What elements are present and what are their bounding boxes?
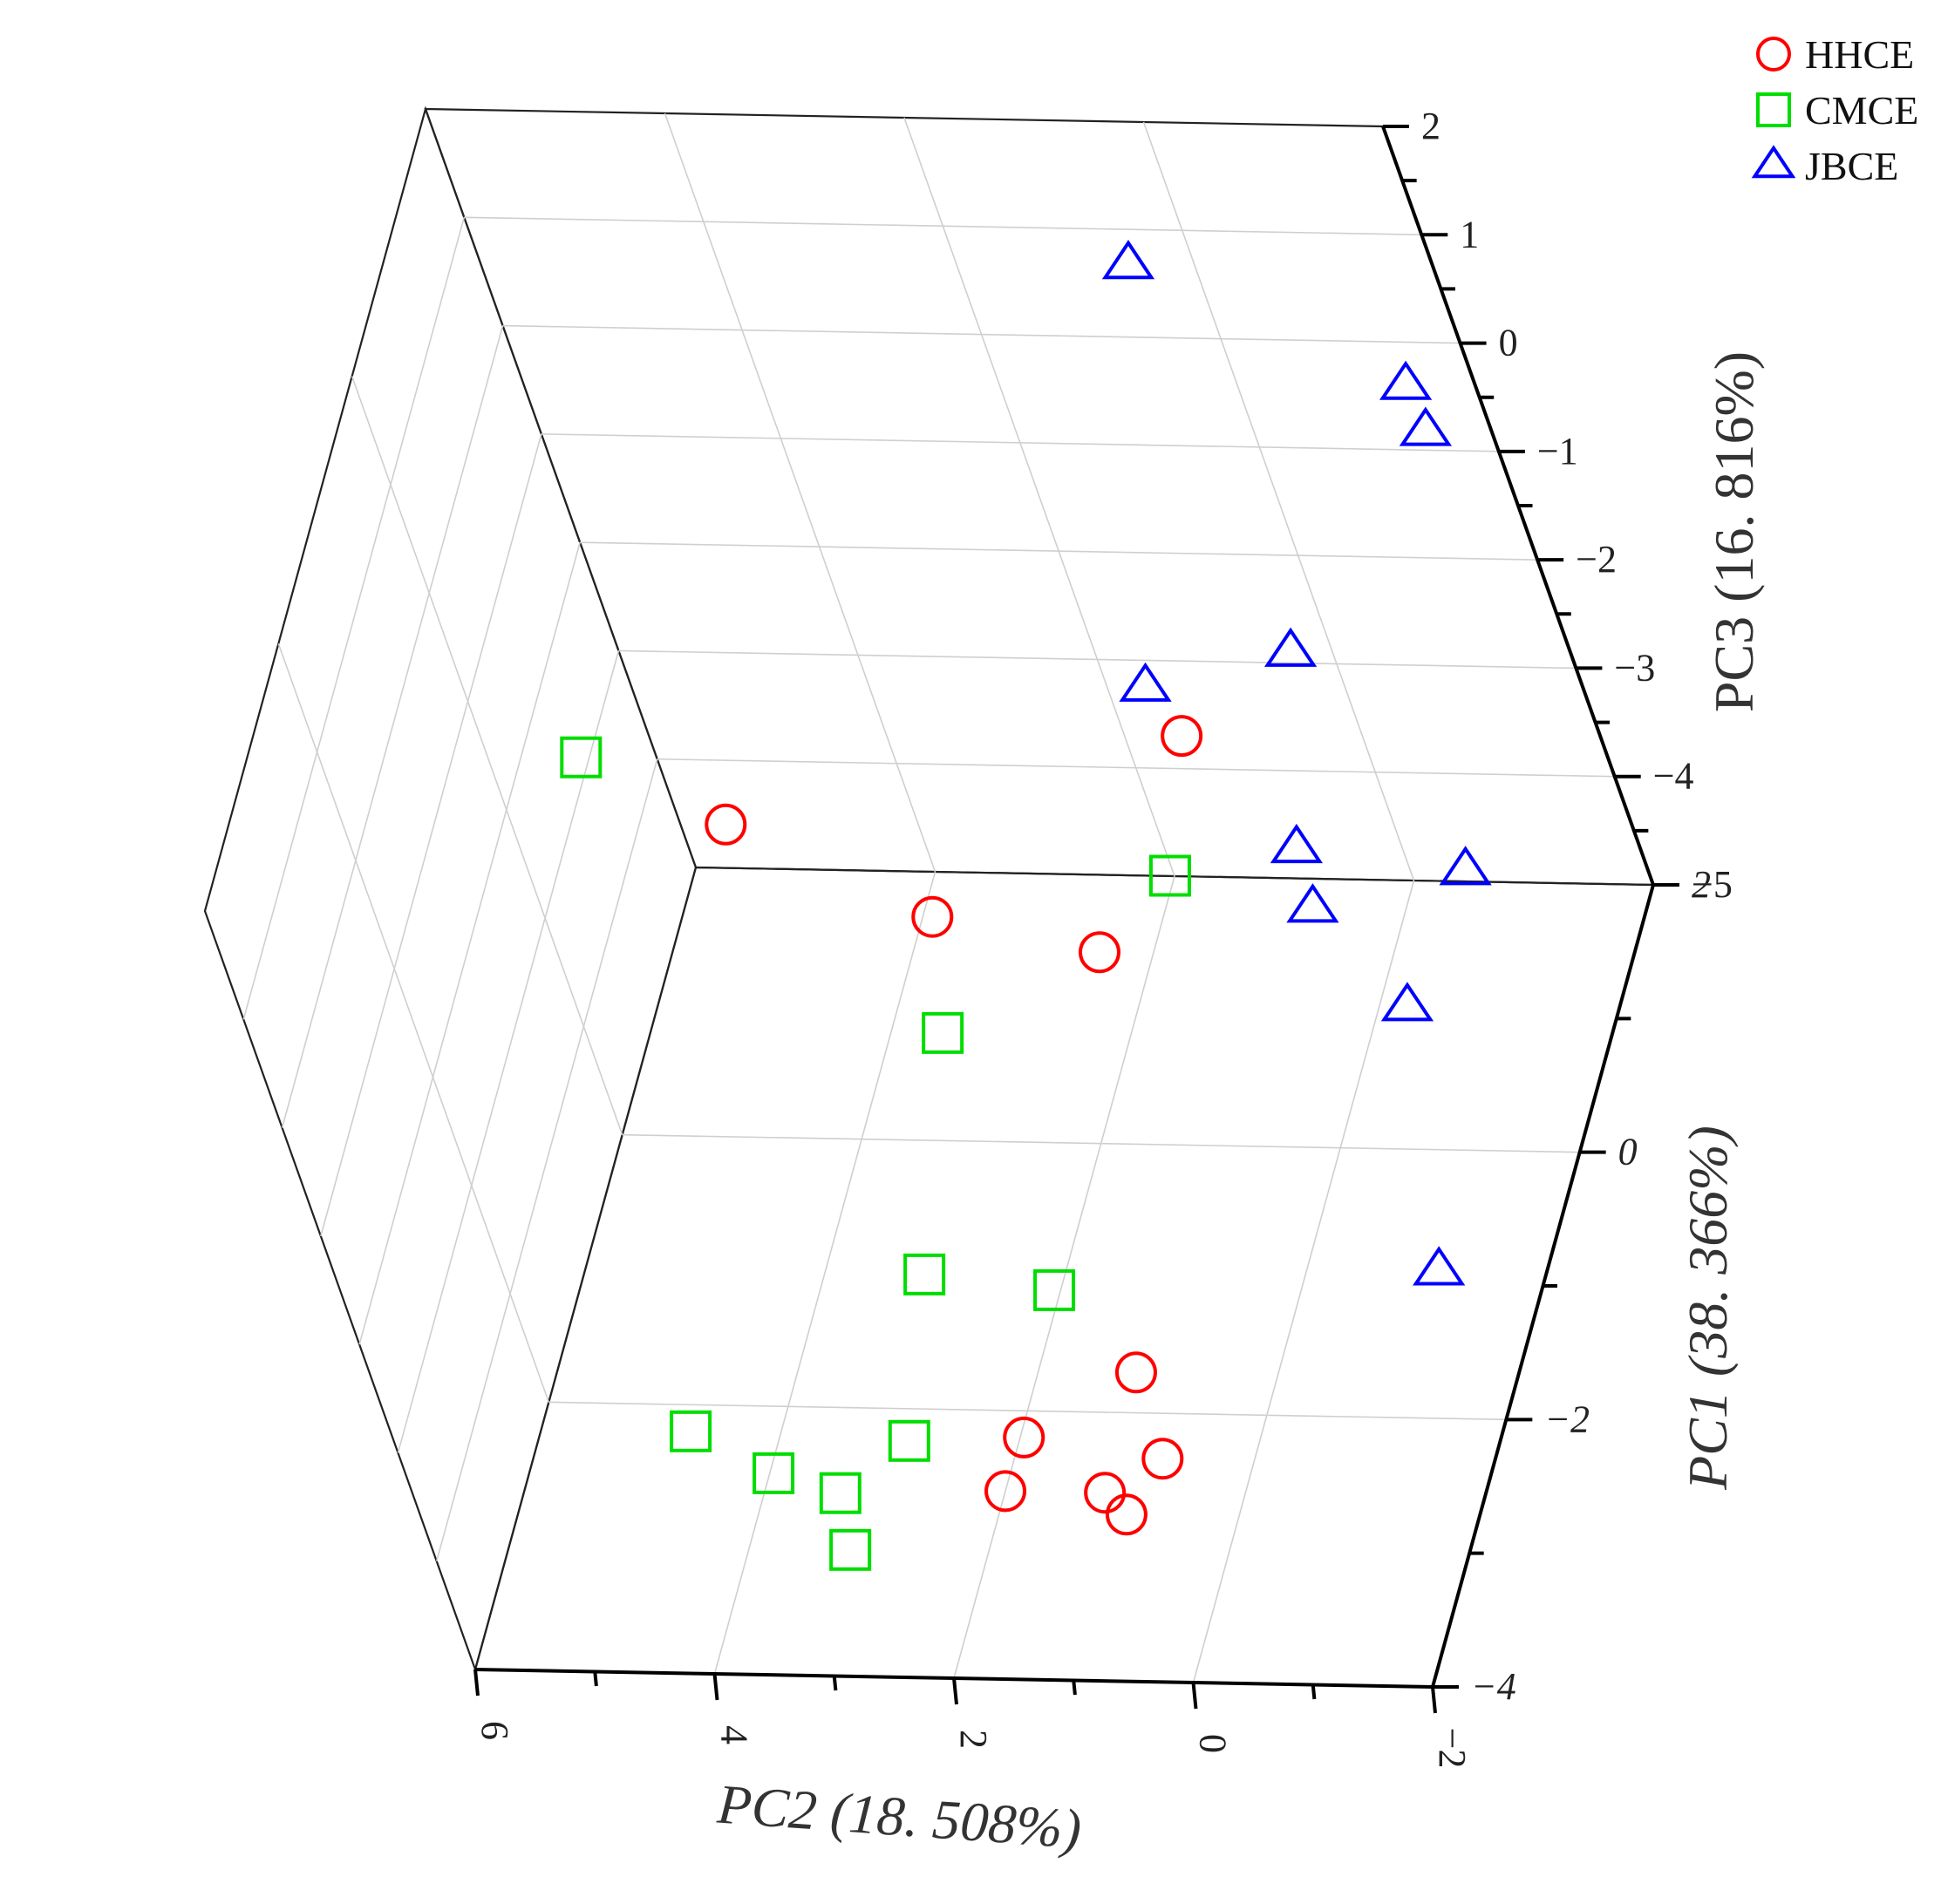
point-hhce [705, 803, 747, 846]
legend-marker-jbce [1751, 145, 1796, 179]
point-jbce [1101, 240, 1155, 280]
pc3-tick-label: −5 [1692, 863, 1733, 906]
pc1-tick-label: −2 [1544, 1397, 1590, 1440]
point-hhce [1141, 1438, 1184, 1480]
pc2-tick [1431, 1686, 1437, 1714]
point-cmce [1033, 1268, 1076, 1311]
pc3-tick-label: −4 [1653, 755, 1694, 798]
backwall-grid-pc3 [580, 541, 1538, 561]
legend: HHCE CMCE JBCE [1751, 32, 1918, 188]
pc2-tick [712, 1673, 719, 1701]
point-cmce [670, 1410, 712, 1452]
point-hhce [1084, 1472, 1127, 1514]
point-jbce [1380, 982, 1434, 1022]
point-jbce [1119, 662, 1172, 702]
data-points [560, 240, 1492, 1571]
point-cmce [922, 1011, 964, 1054]
pc2-tick-label: 2 [952, 1730, 995, 1749]
pc3-axis-label: PC3 (16. 816%) [1703, 351, 1765, 712]
pc2-tick [1072, 1680, 1077, 1696]
sidewall-grid-pc3 [242, 217, 466, 1020]
point-cmce [829, 1528, 872, 1571]
sidewall-grid-pc3 [397, 650, 620, 1453]
point-hhce [911, 895, 954, 938]
backwall-grid-pc3 [618, 649, 1577, 670]
pc1-tick-label: −4 [1471, 1665, 1516, 1708]
legend-marker-cmce [1756, 92, 1791, 127]
legend-marker-hhce [1756, 37, 1791, 71]
pc3-tick-label: −2 [1576, 538, 1617, 581]
pc2-tick [473, 1669, 480, 1697]
point-jbce [1413, 1246, 1466, 1286]
backwall-grid-pc2 [903, 117, 1175, 877]
point-cmce [1148, 854, 1191, 897]
tick-labels: 6 4 2 0 −2 2 0 −2 −4 2 1 0 −1 −2 −3 −4 −5 [473, 105, 1733, 1768]
pc2-axis-label: PC2 (18. 508%) [715, 1772, 1084, 1860]
sidewall-grid-pc3 [358, 541, 581, 1345]
pc2-tick-label: 0 [1192, 1734, 1235, 1753]
pc2-tick [1311, 1684, 1317, 1700]
sidewall-grid-pc3 [435, 758, 658, 1561]
point-hhce [984, 1470, 1027, 1513]
point-hhce [1003, 1416, 1045, 1459]
point-hhce [1161, 715, 1203, 758]
pc1-tick-label: 0 [1618, 1131, 1638, 1173]
floor-grid-pc2 [1192, 880, 1415, 1683]
sidewall-grid-pc3 [320, 433, 542, 1237]
pc2-tick-label: 6 [473, 1721, 516, 1740]
point-cmce [903, 1253, 946, 1295]
legend-label-cmce: CMCE [1805, 88, 1918, 133]
point-cmce [888, 1419, 930, 1462]
pc3-tick-label: 0 [1499, 322, 1518, 364]
pc2-tick-label: −2 [1431, 1728, 1474, 1769]
point-cmce [560, 736, 603, 779]
pc3-tick-label: −3 [1614, 646, 1655, 689]
pc2-tick [832, 1676, 838, 1691]
sidewall-grid-pc3 [281, 325, 504, 1128]
floor-grid-pc2 [713, 871, 936, 1675]
pc1-tick-label: 2 [1692, 863, 1711, 906]
point-cmce [819, 1472, 862, 1514]
point-jbce [1286, 883, 1339, 923]
floor-grid-pc2 [953, 875, 1175, 1679]
backwall-grid-pc2 [1142, 121, 1415, 881]
point-hhce [1105, 1493, 1148, 1536]
pc3-tick-label: 1 [1460, 213, 1479, 255]
backwall-grid-pc3 [502, 324, 1461, 344]
grid-lines [242, 112, 1615, 1683]
legend-label-jbce: JBCE [1805, 144, 1898, 188]
pc2-tick [1191, 1682, 1198, 1710]
point-jbce [1439, 846, 1492, 886]
backwall-grid-pc3 [464, 216, 1422, 236]
side-wall-outline [203, 105, 698, 1673]
floor-grid-pc1 [622, 1133, 1580, 1153]
point-hhce [1114, 1351, 1157, 1394]
legend-label-hhce: HHCE [1805, 32, 1914, 77]
pc2-tick [593, 1671, 598, 1687]
pc3-tick-label: 2 [1421, 105, 1440, 147]
point-jbce [1399, 406, 1453, 446]
sidewall-grid-pc1 [277, 643, 550, 1403]
point-jbce [1379, 360, 1433, 400]
pc2-tick [952, 1677, 958, 1705]
backwall-grid-pc3 [657, 758, 1615, 778]
floor-grid-pc1 [548, 1401, 1507, 1421]
pc2-tick-label: 4 [713, 1725, 756, 1744]
point-jbce [1270, 823, 1324, 864]
axes [473, 125, 1679, 1714]
pc3-tick-label: −1 [1537, 430, 1578, 473]
point-hhce [1078, 931, 1120, 974]
point-cmce [753, 1452, 795, 1494]
sidewall-grid-pc1 [351, 376, 623, 1135]
pc1-axis-label: PC1 (38. 366%) [1677, 1125, 1739, 1491]
point-jbce [1263, 627, 1318, 667]
backwall-grid-pc2 [664, 112, 936, 873]
backwall-grid-pc3 [541, 433, 1499, 452]
